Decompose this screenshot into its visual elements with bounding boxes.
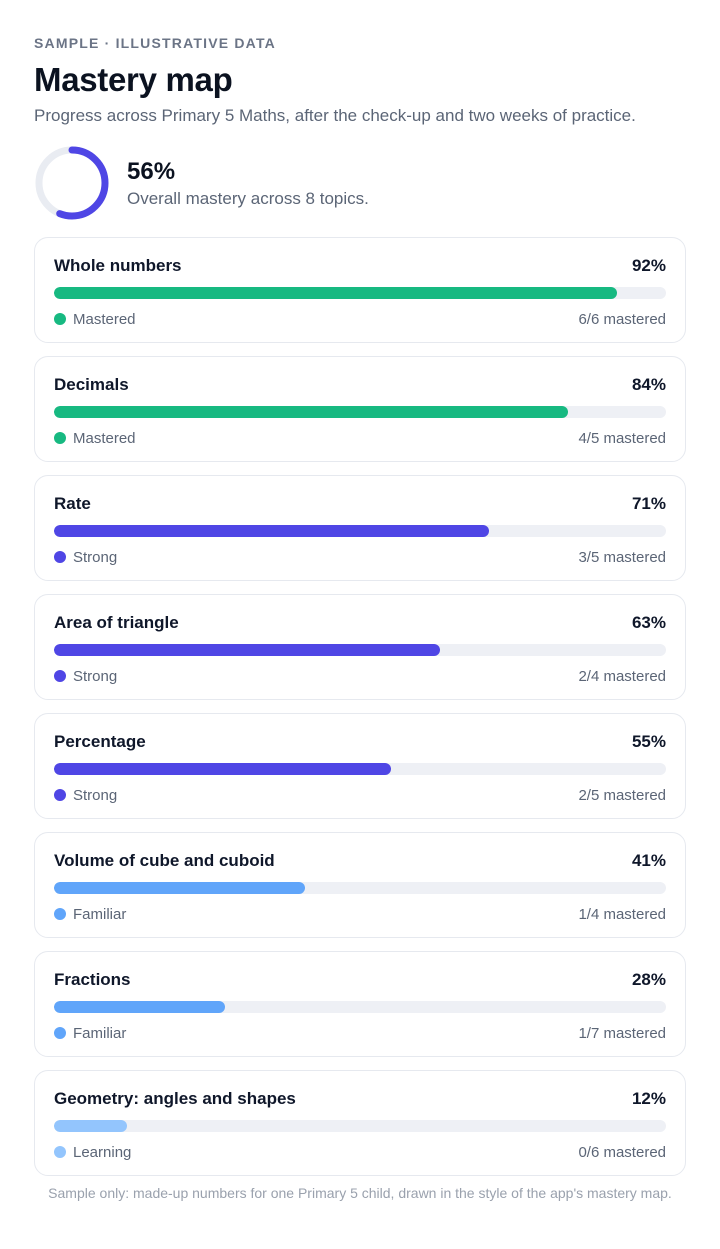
progress-track [54,525,666,537]
topic-header: Geometry: angles and shapes 12% [54,1086,666,1112]
progress-track [54,763,666,775]
mastered-count: 6/6 mastered [578,310,666,328]
topic-header: Volume of cube and cuboid 41% [54,848,666,874]
topic-footer: Mastered 4/5 mastered [54,426,666,450]
topic-name: Geometry: angles and shapes [54,1089,296,1108]
progress-track [54,644,666,656]
mastered-count: 1/7 mastered [578,1024,666,1042]
mastered-count: 0/6 mastered [578,1143,666,1161]
topic-header: Rate 71% [54,491,666,517]
topic-card[interactable]: Rate 71% Strong 3/5 mastered [34,475,686,581]
topic-name: Fractions [54,970,131,989]
page-subtitle: Progress across Primary 5 Maths, after t… [34,106,636,125]
progress-fill [54,882,305,894]
progress-fill [54,644,440,656]
overall-description: Overall mastery across 8 topics. [127,188,369,208]
mastered-count: 4/5 mastered [578,429,666,447]
topic-card[interactable]: Decimals 84% Mastered 4/5 mastered [34,356,686,462]
mastery-map-page: SAMPLE · ILLUSTRATIVE DATA Mastery map P… [34,34,686,1189]
status-label: Mastered [73,429,136,447]
progress-track [54,406,666,418]
status-badge: Strong [54,668,117,685]
topic-footer: Familiar 1/7 mastered [54,1021,666,1045]
progress-fill [54,763,391,775]
topic-footer: Strong 2/4 mastered [54,664,666,688]
status-dot-icon [54,1146,66,1158]
status-dot-icon [54,432,66,444]
status-badge: Mastered [54,311,136,328]
page-title: Mastery map [34,61,233,98]
progress-track [54,1001,666,1013]
overall-summary: 56% Overall mastery across 8 topics. [34,143,686,223]
topic-name: Whole numbers [54,256,182,275]
progress-track [54,1120,666,1132]
topic-name: Decimals [54,375,129,394]
topic-header: Area of triangle 63% [54,610,666,636]
topic-percent: 84% [631,375,666,394]
topic-card[interactable]: Area of triangle 63% Strong 2/4 mastered [34,594,686,700]
topic-footer: Learning 0/6 mastered [54,1140,666,1164]
status-dot-icon [54,313,66,325]
status-dot-icon [54,908,66,920]
eyebrow-label: SAMPLE · ILLUSTRATIVE DATA [34,35,276,51]
status-badge: Strong [54,787,117,804]
topic-list: Whole numbers 92% Mastered 6/6 mastered Deci… [34,237,686,1176]
mastered-count: 2/4 mastered [578,667,666,685]
topic-footer: Familiar 1/4 mastered [54,902,666,926]
topic-header: Fractions 28% [54,967,666,993]
status-badge: Mastered [54,430,136,447]
topic-percent: 12% [631,1089,666,1108]
footnote: Sample only: made-up numbers for one Pri… [48,1185,672,1201]
topic-name: Volume of cube and cuboid [54,851,275,870]
topic-header: Whole numbers 92% [54,253,666,279]
status-badge: Familiar [54,906,126,923]
progress-track [54,882,666,894]
topic-header: Percentage 55% [54,729,666,755]
progress-fill [54,287,618,299]
progress-fill [54,1120,128,1132]
status-dot-icon [54,789,66,801]
status-badge: Strong [54,549,117,566]
status-dot-icon [54,1027,66,1039]
progress-fill [54,1001,226,1013]
topic-header: Decimals 84% [54,372,666,398]
ring-fill [35,146,109,220]
mastered-count: 2/5 mastered [578,786,666,804]
topic-card[interactable]: Percentage 55% Strong 2/5 mastered [34,713,686,819]
status-badge: Learning [54,1144,131,1161]
mastered-count: 3/5 mastered [578,548,666,566]
overall-progress-ring [35,146,109,220]
status-label: Strong [73,667,118,685]
status-label: Familiar [73,1024,127,1042]
topic-card[interactable]: Geometry: angles and shapes 12% Learning 0/… [34,1070,686,1176]
status-label: Strong [73,786,118,804]
status-label: Learning [73,1143,132,1161]
topic-footer: Mastered 6/6 mastered [54,307,666,331]
status-dot-icon [54,551,66,563]
topic-footer: Strong 3/5 mastered [54,545,666,569]
topic-card[interactable]: Fractions 28% Familiar 1/7 mastered [34,951,686,1057]
mastered-count: 1/4 mastered [578,905,666,923]
topic-name: Area of triangle [54,613,179,632]
status-label: Familiar [73,905,127,923]
topic-percent: 71% [631,494,666,513]
topic-card[interactable]: Volume of cube and cuboid 41% Familiar 1/4 … [34,832,686,938]
topic-percent: 92% [631,256,666,275]
topic-card[interactable]: Whole numbers 92% Mastered 6/6 mastered [34,237,686,343]
topic-percent: 63% [631,613,666,632]
topic-percent: 41% [631,851,666,870]
topic-footer: Strong 2/5 mastered [54,783,666,807]
topic-percent: 28% [631,970,666,989]
progress-fill [54,525,489,537]
status-badge: Familiar [54,1025,126,1042]
status-dot-icon [54,670,66,682]
topic-percent: 55% [631,732,666,751]
topic-name: Rate [54,494,91,513]
progress-track [54,287,666,299]
topic-name: Percentage [54,732,146,751]
overall-percent: 56% [127,157,176,185]
status-label: Strong [73,548,118,566]
progress-fill [54,406,569,418]
status-label: Mastered [73,310,136,328]
